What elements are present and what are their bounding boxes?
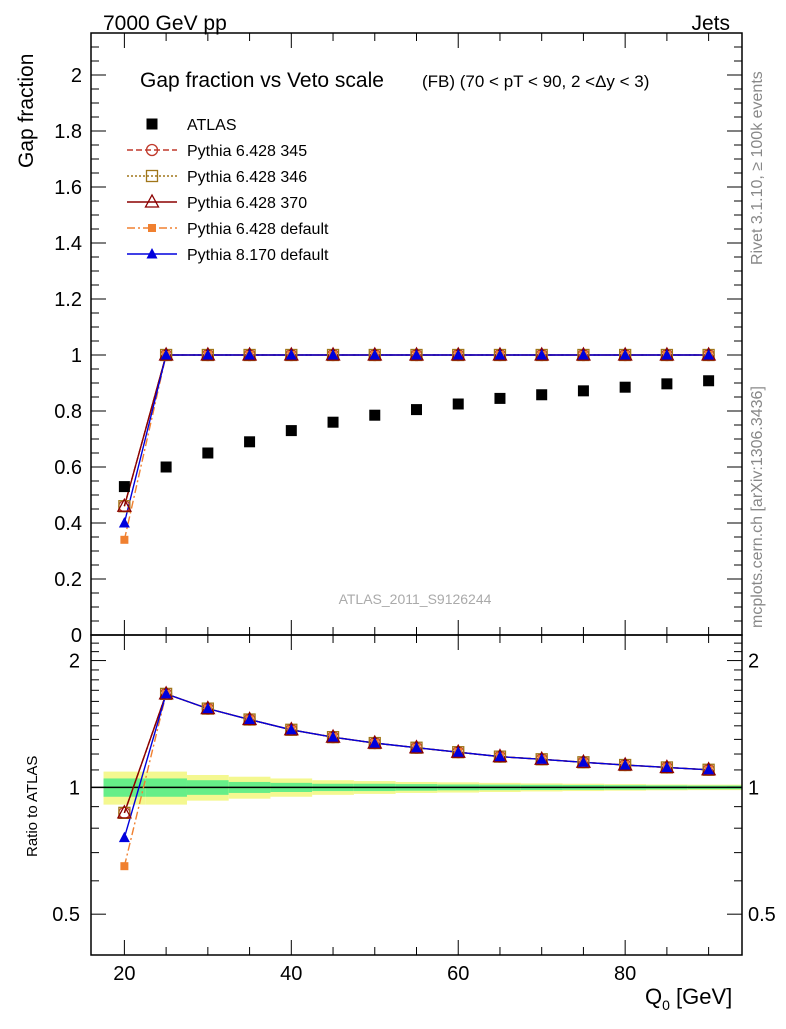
data-point-marker [494, 349, 506, 360]
data-point-marker [661, 349, 673, 360]
data-point-marker [160, 687, 172, 699]
data-point-marker [146, 248, 158, 259]
y-tick-label-main: 1 [71, 345, 82, 367]
y-tick-label-main: 1.8 [54, 121, 82, 143]
y-tick-label-ratio-right: 1 [748, 777, 759, 799]
y-tick-label-ratio-left: 1 [69, 777, 80, 799]
data-point-marker [577, 349, 589, 360]
series-line-main-4 [123, 354, 709, 524]
y-tick-label-main: 0.2 [54, 569, 82, 591]
y-tick-label-main: 1.4 [54, 233, 82, 255]
data-point-marker [116, 804, 132, 819]
x-tick-label: 80 [614, 963, 636, 985]
y-tick-label-ratio-left: 2 [69, 651, 80, 673]
atlas-data-point [577, 385, 589, 397]
rivet-version-label: Rivet 3.1.10, ≥ 100k events [749, 71, 766, 265]
legend-label: Pythia 6.428 default [187, 221, 329, 238]
data-point-marker [160, 349, 172, 360]
data-point-marker [411, 741, 422, 753]
y-axis-label-main: Gap fraction [15, 54, 38, 168]
atlas-data-point [536, 389, 548, 401]
x-tick-label: 20 [113, 963, 135, 985]
data-point-marker [703, 763, 715, 775]
data-point-marker [120, 535, 129, 544]
data-point-marker [452, 349, 464, 360]
data-point-marker [116, 497, 132, 512]
y-tick-label-main: 0.4 [54, 513, 82, 535]
data-point-marker [148, 224, 156, 232]
data-point-marker [703, 349, 715, 360]
data-point-marker [536, 753, 548, 764]
atlas-data-point [661, 378, 673, 390]
data-point-marker [327, 731, 339, 742]
chart-title-sub: (FB) (70 < pT < 90, 2 <Δy < 3) [422, 72, 649, 91]
data-point-marker [619, 349, 631, 360]
y-tick-label-main: 1.2 [54, 289, 82, 311]
data-point-marker [661, 761, 673, 772]
data-point-marker [369, 349, 381, 360]
y-axis-label-ratio: Ratio to ATLAS [24, 756, 41, 857]
y-tick-label-main: 0.6 [54, 457, 82, 479]
y-tick-label-ratio-left: 0.5 [52, 904, 80, 926]
atlas-data-point [494, 392, 506, 404]
atlas-data-point [369, 409, 381, 421]
mcplots-label: mcplots.cern.ch [arXiv:1306.3436] [749, 386, 766, 628]
data-point-marker [144, 193, 160, 208]
x-axis-label: Q0 [GeV] [645, 984, 732, 1013]
y-tick-label-ratio-right: 0.5 [748, 904, 776, 926]
data-point-marker [327, 349, 339, 360]
data-point-marker [536, 349, 548, 360]
y-tick-label-main: 0 [71, 625, 82, 647]
y-tick-label-ratio-right: 2 [748, 651, 759, 673]
data-point-marker [145, 169, 159, 183]
legend-label: Pythia 6.428 370 [187, 195, 307, 212]
header-jets-label: Jets [691, 12, 730, 35]
data-point-marker [619, 759, 631, 770]
data-point-marker [120, 862, 129, 871]
data-point-marker [452, 746, 464, 757]
atlas-data-point [285, 425, 297, 437]
y-tick-label-main: 2 [71, 65, 82, 87]
header-energy-label: 7000 GeV pp [103, 12, 227, 35]
atlas-data-point [411, 404, 422, 416]
data-point-marker [202, 349, 214, 360]
data-point-marker [411, 349, 422, 360]
data-point-marker [285, 349, 297, 360]
legend-label-atlas: ATLAS [187, 117, 237, 134]
data-point-marker [285, 723, 297, 735]
data-point-marker [577, 756, 589, 767]
data-point-marker [369, 737, 381, 748]
series-line-main-1 [123, 354, 709, 507]
y-tick-label-main: 1.6 [54, 177, 82, 199]
data-point-marker [118, 831, 130, 843]
atlas-data-point [619, 381, 631, 393]
data-point-marker [118, 517, 130, 528]
legend-label: Pythia 6.428 346 [187, 169, 307, 186]
chart-title-main: Gap fraction vs Veto scale [140, 69, 384, 92]
atlas-data-point [118, 481, 130, 493]
series-line-main-2 [123, 354, 709, 507]
legend-label: Pythia 8.170 default [187, 247, 329, 264]
x-tick-label: 60 [447, 963, 469, 985]
atlas-data-point [146, 118, 158, 130]
y-tick-label-main: 0.8 [54, 401, 82, 423]
data-point-marker [202, 702, 214, 714]
analysis-id-label: ATLAS_2011_S9126244 [339, 591, 492, 607]
atlas-data-point [452, 398, 464, 410]
legend-label: Pythia 6.428 345 [187, 143, 307, 160]
atlas-data-point [703, 375, 715, 387]
series-line-main-0 [123, 354, 709, 507]
atlas-data-point [202, 447, 214, 459]
atlas-data-point [327, 416, 339, 428]
x-tick-label: 40 [280, 963, 302, 985]
data-point-marker [494, 750, 506, 762]
atlas-data-point [244, 436, 256, 448]
atlas-data-point [160, 461, 172, 473]
data-point-marker [145, 143, 159, 157]
data-point-marker [244, 349, 256, 360]
data-point-marker [244, 713, 256, 725]
